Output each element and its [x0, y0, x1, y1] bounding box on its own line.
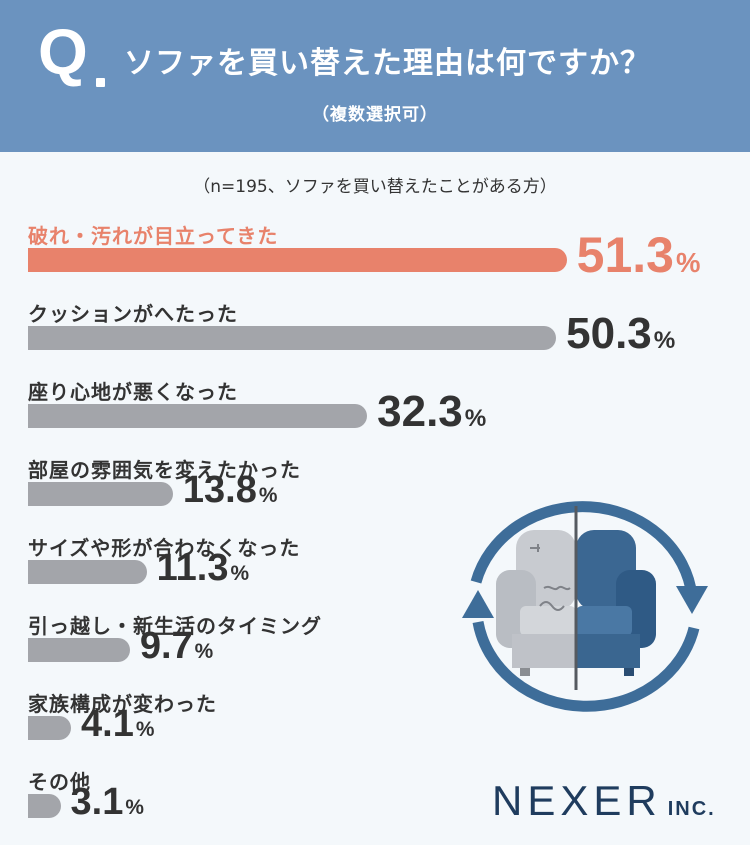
- value-number: 32.3: [377, 386, 463, 436]
- value-number: 9.7: [139, 625, 193, 668]
- sofa-refresh-icon: [462, 501, 708, 712]
- lower-arrow-arc: [472, 621, 700, 712]
- category-label: サイズや形が合わなくなった: [28, 536, 301, 560]
- value-suffix: %: [258, 484, 278, 508]
- value-suffix: %: [230, 562, 250, 586]
- bar: [28, 326, 557, 350]
- value-suffix: %: [194, 640, 214, 664]
- category-label: その他: [28, 770, 91, 794]
- bar: [28, 404, 368, 428]
- category-label: クッションがへたった: [28, 302, 238, 326]
- value-label: 11.3%: [157, 549, 249, 587]
- value-label: 4.1%: [81, 705, 154, 743]
- question-subtitle: （複数選択可）: [312, 105, 438, 125]
- question-title: ソファを買い替えた理由は何ですか？: [124, 46, 651, 81]
- category-label: 破れ・汚れが目立ってきた: [28, 224, 279, 248]
- value-label: 9.7%: [140, 627, 213, 665]
- bar: [28, 638, 130, 662]
- value-label: 51.3%: [577, 230, 701, 280]
- value-number: 4.1: [81, 703, 134, 746]
- q-mark: Q: [38, 16, 88, 88]
- value-label: 50.3%: [566, 308, 676, 358]
- value-number: 50.3: [566, 308, 652, 358]
- value-number: 3.1: [70, 781, 124, 824]
- q-dot: [96, 78, 105, 87]
- value-suffix: %: [653, 326, 676, 354]
- value-suffix: %: [125, 796, 144, 820]
- bar: [28, 716, 72, 740]
- new-sofa-half: [576, 530, 656, 676]
- header-banner: Q ソファを買い替えた理由は何ですか？ （複数選択可）: [0, 0, 750, 152]
- value-label: 13.8%: [183, 471, 278, 509]
- sample-note: （n=195、ソファを買い替えたことがある方）: [193, 177, 557, 197]
- value-number: 51.3: [576, 227, 674, 283]
- value-suffix: %: [135, 718, 155, 742]
- value-suffix: %: [675, 247, 701, 278]
- old-sofa-half: [496, 530, 576, 676]
- category-label: 座り心地が悪くなった: [28, 380, 238, 404]
- nexer-logo: NEXER INC.: [492, 780, 716, 822]
- category-label: 引っ越し・新生活のタイミング: [28, 614, 322, 638]
- value-label: 32.3%: [377, 386, 487, 436]
- right-arrowhead-icon: [676, 586, 708, 614]
- logo-suffix: INC.: [667, 798, 716, 820]
- value-number: 13.8: [182, 469, 257, 512]
- bar: [28, 794, 61, 818]
- left-arrowhead-icon: [462, 590, 494, 618]
- bar: [28, 248, 567, 272]
- bar: [28, 560, 147, 584]
- category-label: 部屋の雰囲気を変えたかった: [28, 458, 301, 482]
- bar: [28, 482, 173, 506]
- value-label: 3.1%: [71, 783, 144, 821]
- value-suffix: %: [464, 404, 487, 432]
- upper-arrow-arc: [470, 501, 698, 597]
- logo-main: NEXER: [492, 777, 662, 824]
- category-label: 家族構成が変わった: [28, 692, 217, 716]
- value-number: 11.3: [156, 547, 229, 590]
